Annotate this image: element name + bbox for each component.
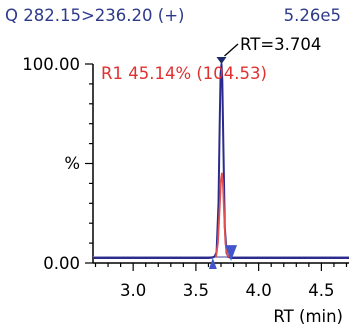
x-tick-label: 3.0 xyxy=(120,281,146,300)
peak-markers xyxy=(208,57,238,269)
y-tick-label-top: 100.00 xyxy=(22,55,80,74)
traces xyxy=(93,63,349,259)
y-tick-label-bottom: 0.00 xyxy=(43,254,80,273)
axes xyxy=(85,63,349,271)
x-tick-label: 4.0 xyxy=(246,281,272,300)
peak-rt-label: RT=3.704 xyxy=(240,35,321,54)
trace-line-red xyxy=(215,172,230,258)
x-tick-label: 4.5 xyxy=(308,281,334,300)
rt-pointer-line xyxy=(224,43,239,57)
transition-label: Q 282.15>236.20 (+) xyxy=(5,6,184,25)
peak-start-marker xyxy=(208,258,217,269)
intensity-label: 5.26e5 xyxy=(284,6,341,25)
x-axis-label: RT (min) xyxy=(273,307,343,326)
x-tick-label: 3.5 xyxy=(183,281,209,300)
peak-end-marker xyxy=(225,245,238,262)
peak-apex-marker xyxy=(216,57,227,64)
trace-line-blue xyxy=(93,63,349,259)
x-tick-labels: 3.0 3.5 4.0 4.5 xyxy=(120,281,334,300)
y-axis-label: % xyxy=(64,154,80,173)
peak-rt-pointer xyxy=(224,43,239,57)
peak-annotation: R1 45.14% (104.53) xyxy=(101,64,267,83)
